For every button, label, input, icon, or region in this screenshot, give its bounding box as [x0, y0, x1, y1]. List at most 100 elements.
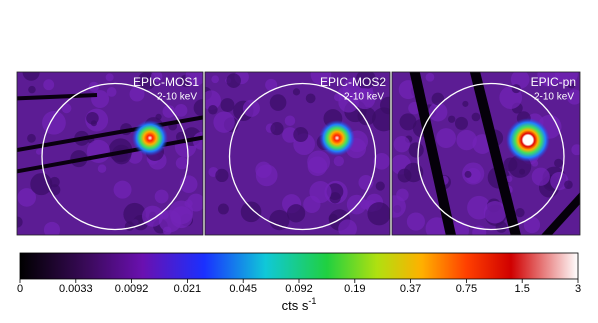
noise	[97, 164, 107, 173]
image-panel: EPIC-pn 2-10 keV	[391, 71, 581, 236]
noise	[425, 72, 435, 82]
noise	[338, 219, 357, 235]
noise	[108, 138, 133, 163]
chip-gap	[17, 93, 98, 101]
noise	[333, 155, 344, 167]
noise	[17, 216, 23, 228]
noise	[305, 93, 316, 104]
colorbar-label: cts s-1	[282, 296, 317, 313]
noise	[105, 73, 114, 82]
label-text: cts s	[282, 298, 309, 313]
tick-label: 0.045	[229, 283, 257, 295]
frame	[16, 71, 204, 236]
extraction-region	[228, 82, 377, 231]
noise	[28, 85, 36, 94]
panel-title: EPIC-MOS2	[320, 75, 386, 89]
noise	[523, 216, 541, 234]
noise	[307, 156, 328, 177]
noise	[215, 168, 229, 183]
chip-gap	[541, 192, 580, 235]
noise	[396, 188, 409, 202]
panel-band: 2-10 keV	[534, 92, 574, 103]
noise	[265, 78, 278, 91]
noise	[185, 72, 203, 86]
noise	[205, 90, 221, 110]
tick-label: 0.092	[285, 283, 313, 295]
noise	[150, 72, 163, 82]
noise	[61, 103, 72, 114]
chip-gap	[469, 72, 521, 235]
noise	[284, 115, 296, 126]
panel-title: EPIC-pn	[531, 75, 576, 89]
noise	[269, 94, 287, 111]
noise	[30, 173, 53, 196]
noise	[286, 204, 306, 223]
noise	[393, 136, 410, 153]
noise	[175, 156, 189, 170]
noise	[22, 72, 40, 81]
noise	[43, 221, 61, 235]
noise	[554, 72, 578, 86]
noise	[367, 202, 390, 226]
noise	[428, 102, 448, 122]
noise	[397, 168, 412, 183]
noise	[431, 92, 445, 106]
noise	[373, 153, 390, 170]
noise	[270, 122, 284, 136]
noise	[564, 180, 573, 190]
noise	[154, 189, 169, 204]
noise	[292, 88, 301, 96]
noise	[187, 193, 203, 212]
tick-label: 0.021	[174, 283, 202, 295]
noise	[406, 212, 425, 231]
noise	[462, 100, 469, 107]
noise	[310, 72, 332, 85]
image-panel: EPIC-MOS1 2-10 keV	[16, 71, 204, 236]
image-panel: EPIC-MOS2 2-10 keV	[204, 71, 391, 236]
extraction-region	[41, 82, 189, 231]
noise	[158, 210, 182, 233]
noise	[408, 142, 424, 158]
noise	[162, 226, 172, 235]
tick-label: 0.0033	[59, 283, 93, 295]
noise	[242, 99, 261, 117]
noise	[329, 192, 341, 204]
panel-title: EPIC-MOS1	[133, 75, 199, 89]
tick-label: 1.5	[515, 283, 530, 295]
noise	[554, 158, 563, 168]
colorbar-ticks: 0 0.0033 0.0092 0.021 0.045 0.092 0.19 0.37 0.75…	[17, 279, 581, 295]
noise	[338, 91, 359, 113]
colorbar	[19, 252, 579, 280]
noise	[124, 221, 135, 231]
panel-band: 2-10 keV	[344, 92, 384, 103]
noise	[43, 79, 55, 91]
tick-label: 0.37	[400, 283, 421, 295]
noise	[141, 205, 164, 227]
tick-label: 0.19	[344, 283, 365, 295]
noise	[448, 115, 456, 123]
source	[506, 118, 550, 162]
noise	[425, 217, 449, 235]
tick-label: 3	[575, 283, 581, 295]
noise	[220, 98, 235, 113]
frame	[204, 71, 391, 236]
noise	[217, 203, 229, 215]
noise	[505, 175, 513, 183]
noise	[255, 164, 278, 187]
source	[132, 120, 168, 156]
noise	[240, 201, 262, 223]
noise	[226, 73, 241, 88]
noise	[211, 75, 220, 84]
noise	[113, 180, 132, 199]
noise	[49, 176, 60, 188]
noise	[399, 113, 417, 131]
noise	[464, 170, 472, 178]
noise	[360, 199, 370, 210]
noise	[106, 87, 117, 97]
noise	[269, 209, 290, 231]
image	[205, 72, 390, 235]
noise	[571, 144, 580, 156]
